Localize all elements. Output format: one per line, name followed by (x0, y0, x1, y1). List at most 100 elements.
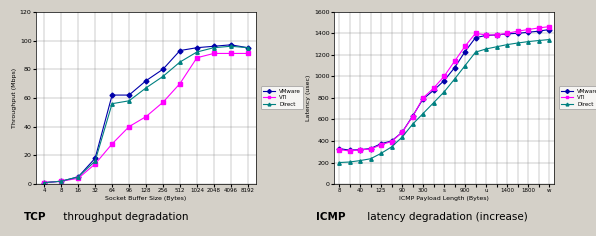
Direct (430, 101, 437, 104)
VMware (356, 148, 364, 151)
VTI (74, 177, 82, 180)
Y-axis label: Throughput (Mbps): Throughput (Mbps) (12, 68, 17, 128)
VMware (92, 157, 99, 160)
VTI (210, 52, 218, 55)
Direct (535, 39, 542, 42)
Direct (420, 112, 427, 115)
Direct (482, 47, 489, 50)
VMware (176, 49, 184, 52)
VMware (367, 147, 374, 150)
Y-axis label: Latency (usec): Latency (usec) (306, 75, 311, 121)
Line: Direct: Direct (42, 45, 250, 184)
VMware (409, 115, 416, 118)
VMware (451, 66, 458, 69)
VTI (472, 32, 479, 35)
Direct (451, 78, 458, 80)
Direct (504, 43, 511, 46)
VTI (514, 30, 521, 33)
VTI (451, 60, 458, 63)
Direct (388, 146, 395, 148)
Legend: VMware, VTI, Direct: VMware, VTI, Direct (261, 86, 303, 110)
VMware (493, 34, 500, 36)
VTI (58, 180, 65, 183)
VTI (227, 52, 234, 55)
Direct (210, 46, 218, 49)
VTI (41, 181, 48, 184)
VMware (159, 68, 166, 71)
VMware (482, 34, 489, 37)
VMware (126, 94, 133, 97)
VMware (377, 142, 384, 145)
Direct (472, 51, 479, 54)
Line: VTI: VTI (337, 25, 551, 153)
Direct (346, 160, 353, 163)
Text: ICMP: ICMP (316, 212, 345, 222)
VMware (58, 180, 65, 183)
VTI (493, 34, 500, 36)
VTI (524, 28, 532, 31)
Legend: VMware, VTI, Direct: VMware, VTI, Direct (559, 86, 596, 110)
Text: latency degradation (increase): latency degradation (increase) (364, 212, 527, 222)
Direct (399, 136, 406, 139)
Direct (176, 61, 184, 63)
Direct (524, 40, 532, 43)
VTI (399, 131, 406, 134)
VMware (142, 79, 150, 82)
VMware (388, 140, 395, 143)
VTI (377, 143, 384, 146)
VMware (461, 50, 468, 53)
Direct (461, 64, 468, 67)
VMware (108, 94, 116, 97)
VTI (244, 52, 252, 55)
VMware (440, 79, 448, 82)
VTI (142, 115, 150, 118)
VMware (430, 89, 437, 92)
Direct (142, 86, 150, 89)
VMware (535, 30, 542, 33)
Direct (409, 123, 416, 126)
VMware (346, 149, 353, 152)
VTI (482, 34, 489, 36)
Direct (74, 176, 82, 178)
VTI (193, 56, 200, 59)
VTI (504, 32, 511, 35)
Direct (440, 91, 448, 93)
VTI (108, 143, 116, 145)
Direct (159, 75, 166, 78)
VTI (176, 82, 184, 85)
VTI (92, 163, 99, 165)
VTI (388, 140, 395, 143)
VMware (193, 46, 200, 49)
Direct (545, 38, 552, 41)
Direct (108, 102, 116, 105)
VTI (159, 101, 166, 104)
VTI (367, 148, 374, 151)
Direct (367, 157, 374, 160)
X-axis label: Socket Buffer Size (Bytes): Socket Buffer Size (Bytes) (105, 196, 187, 201)
VTI (461, 45, 468, 48)
Line: Direct: Direct (337, 38, 551, 164)
VMware (227, 43, 234, 46)
Direct (126, 99, 133, 102)
Direct (41, 181, 48, 184)
Text: TCP: TCP (24, 212, 46, 222)
VMware (244, 46, 252, 49)
Direct (356, 159, 364, 162)
VTI (409, 115, 416, 118)
Direct (336, 161, 343, 164)
VMware (74, 176, 82, 178)
VMware (399, 131, 406, 134)
Direct (493, 45, 500, 48)
Line: VTI: VTI (42, 52, 250, 184)
Direct (514, 42, 521, 44)
VMware (472, 36, 479, 39)
VTI (430, 87, 437, 90)
VTI (545, 25, 552, 28)
Line: VMware: VMware (337, 28, 551, 152)
VMware (41, 181, 48, 184)
VMware (210, 45, 218, 48)
VTI (420, 97, 427, 99)
VMware (420, 98, 427, 101)
Direct (377, 152, 384, 155)
X-axis label: ICMP Payload Length (Bytes): ICMP Payload Length (Bytes) (399, 196, 489, 201)
